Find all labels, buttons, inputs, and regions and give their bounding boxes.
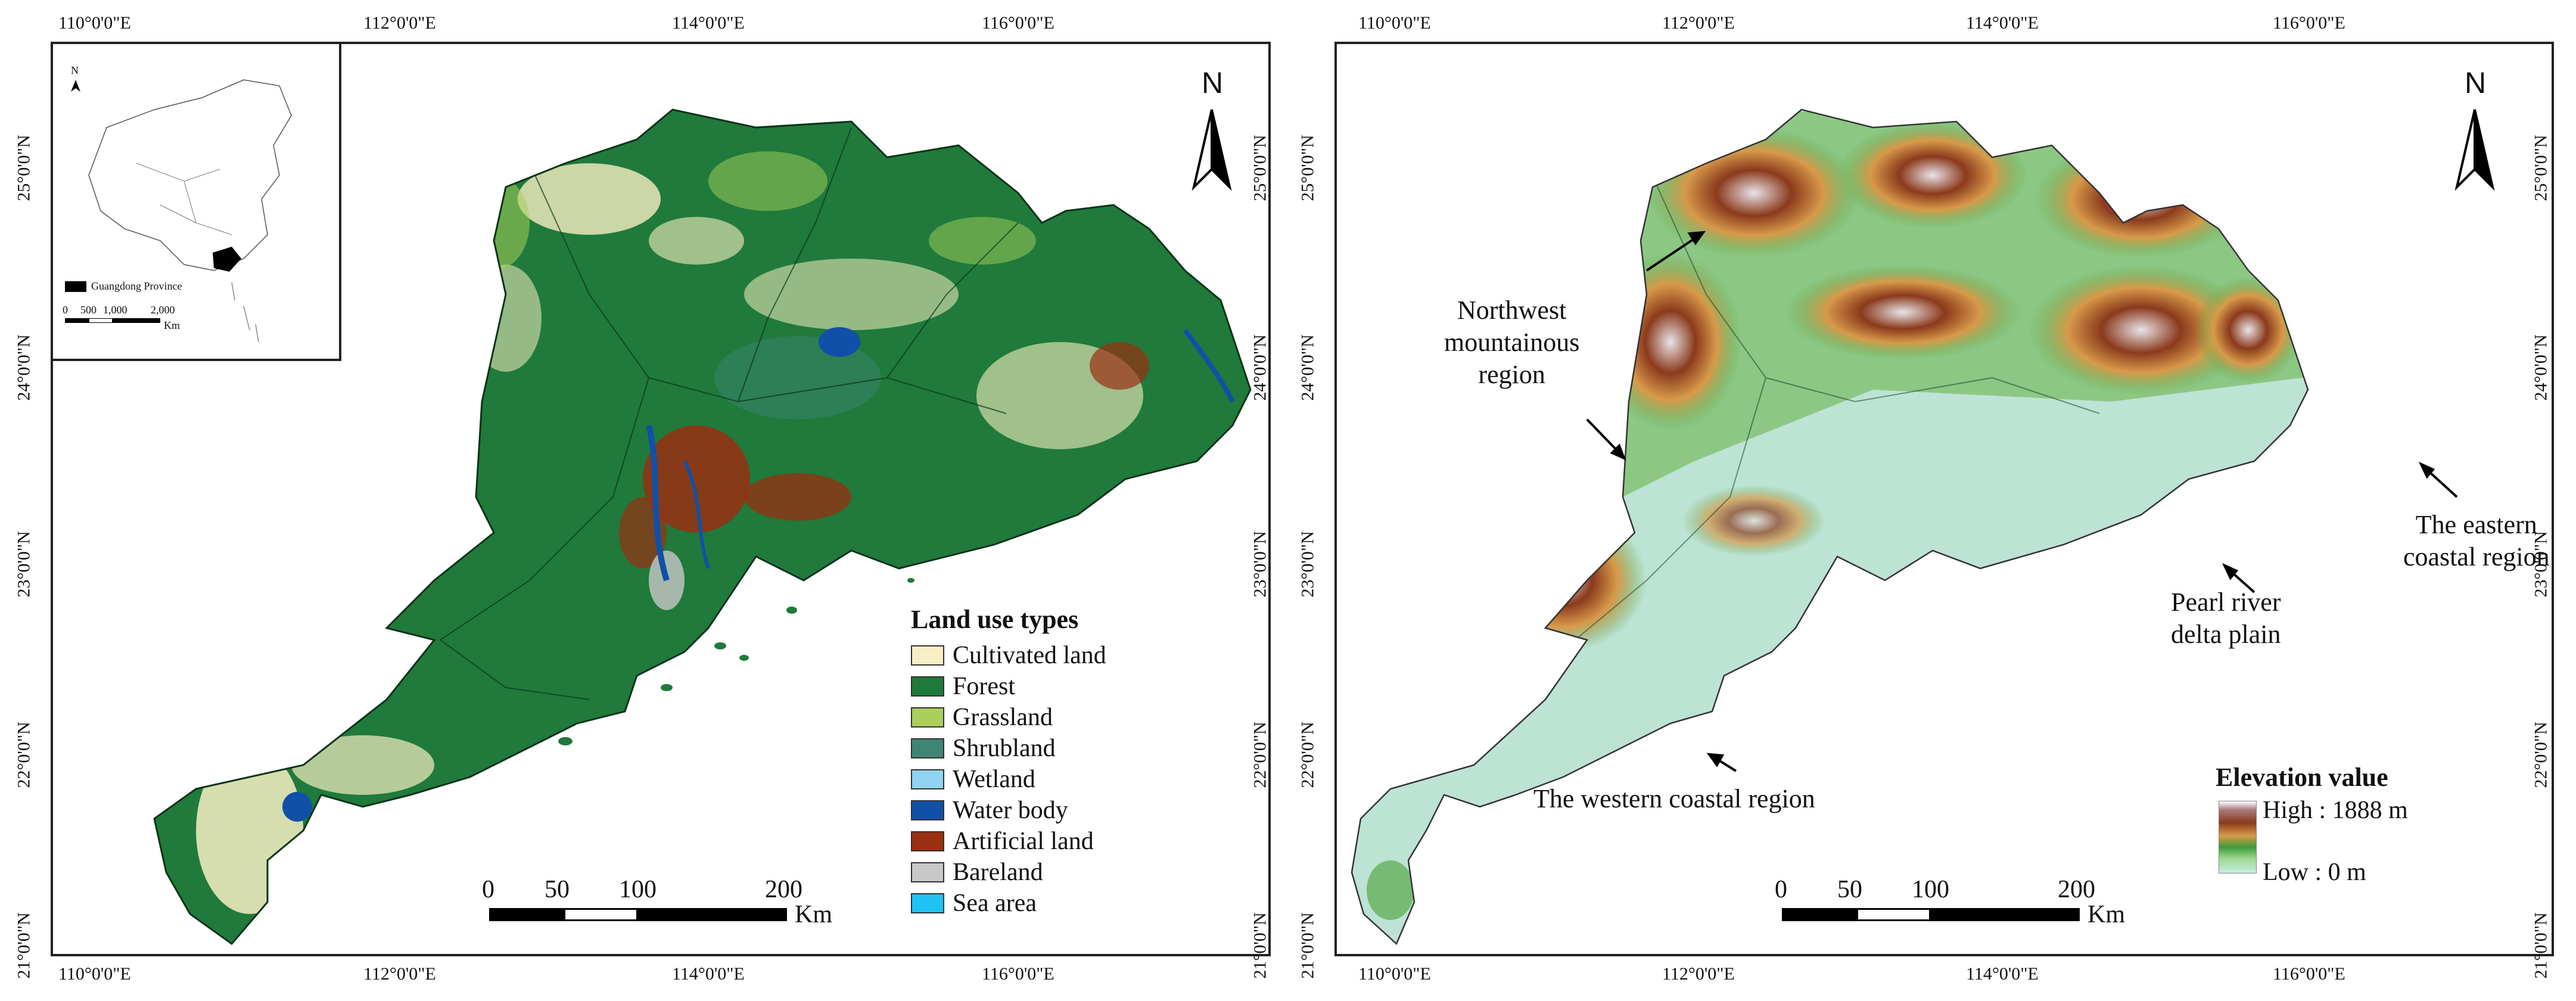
legend-item-wetland: Wetland xyxy=(911,765,1035,794)
scale-unit: Km xyxy=(2087,901,2125,928)
lon-label-top: 116°0'0"E xyxy=(2273,13,2345,33)
lon-label-bottom: 110°0'0"E xyxy=(58,964,131,984)
legend-swatch xyxy=(911,707,944,728)
lat-label-left: 25°0'0"N xyxy=(14,135,34,201)
lat-label-right: 25°0'0"N xyxy=(2531,135,2551,201)
scale-tick-50: 50 xyxy=(1837,876,1862,903)
lat-label-left: 23°0'0"N xyxy=(1298,531,1318,598)
lat-label-left: 21°0'0"N xyxy=(1298,912,1318,979)
lon-label-bottom: 114°0'0"E xyxy=(672,964,745,984)
scale-tick-100: 100 xyxy=(1912,876,1949,903)
legend-item-artificial-land: Artificial land xyxy=(911,827,1094,856)
inset-scale-unit: Km xyxy=(164,319,180,331)
lat-label-right: 25°0'0"N xyxy=(1250,135,1270,201)
lat-label-left: 24°0'0"N xyxy=(1298,334,1318,401)
elevation-map-panel: N Northwest mountainous region The easte… xyxy=(1298,0,2576,1001)
inset-north-arrow-icon xyxy=(71,80,80,92)
lon-label-bottom: 114°0'0"E xyxy=(1966,964,2039,984)
region-label-pearl-river: Pearl river delta plain xyxy=(2171,587,2281,649)
inset-north-label: N xyxy=(71,64,79,76)
inset-legend-swatch xyxy=(65,281,86,292)
annotation-arrows xyxy=(1586,231,2458,772)
inset-scale-tick-2000: 2,000 xyxy=(151,304,175,316)
inset-scale-tick-0: 0 xyxy=(63,304,68,316)
inset-legend-label: Guangdong Province xyxy=(91,280,182,292)
legend-item-sea-area: Sea area xyxy=(911,889,1037,918)
legend-high-label: High : 1888 m xyxy=(2263,797,2408,824)
scale-tick-50: 50 xyxy=(545,876,570,903)
land-use-map xyxy=(153,108,1252,946)
region-label-western: The western coastal region xyxy=(1533,784,1815,813)
legend-low-label: Low : 0 m xyxy=(2263,859,2366,886)
legend-title: Land use types xyxy=(911,605,1079,634)
lat-label-left: 24°0'0"N xyxy=(14,334,34,401)
north-arrow-icon xyxy=(2454,109,2495,191)
legend-item-forest: Forest xyxy=(911,672,1015,701)
lon-label-top: 114°0'0"E xyxy=(672,13,745,33)
lat-label-right: 21°0'0"N xyxy=(2531,912,2551,979)
inset-scale-tick-500: 500 xyxy=(80,304,97,316)
lat-label-right: 22°0'0"N xyxy=(2531,722,2551,788)
map-frame: N Northwest mountainous region The easte… xyxy=(1334,42,2554,956)
scale-unit: Km xyxy=(795,901,832,928)
lon-label-top: 114°0'0"E xyxy=(1966,13,2039,33)
lon-label-top: 112°0'0"E xyxy=(363,13,436,33)
lat-label-left: 21°0'0"N xyxy=(14,912,34,979)
lat-label-right: 24°0'0"N xyxy=(1250,334,1270,401)
map-frame: N Guangdong Province 0 500 1,000 2,000 K… xyxy=(51,42,1271,956)
lon-label-bottom: 110°0'0"E xyxy=(1358,964,1431,984)
legend-swatch xyxy=(911,800,944,820)
lat-label-left: 22°0'0"N xyxy=(14,722,34,788)
lat-label-right: 24°0'0"N xyxy=(2531,334,2551,401)
scale-tick-0: 0 xyxy=(482,876,494,903)
elevation-color-ramp xyxy=(2219,801,2257,873)
lon-label-bottom: 112°0'0"E xyxy=(363,964,436,984)
china-outline-map xyxy=(71,79,292,343)
guangdong-highlight xyxy=(213,247,241,272)
lon-label-top: 112°0'0"E xyxy=(1662,13,1735,33)
region-label-northwest: Northwest mountainous region xyxy=(1444,296,1580,389)
inset-map: N Guangdong Province 0 500 1,000 2,000 K… xyxy=(53,44,341,361)
elevation-map xyxy=(1351,108,2458,946)
legend-swatch xyxy=(911,676,944,697)
north-label: N xyxy=(1202,66,1224,100)
legend-item-bareland: Bareland xyxy=(911,858,1043,887)
scale-tick-100: 100 xyxy=(619,876,657,903)
legend-title: Elevation value xyxy=(2216,763,2388,792)
north-label: N xyxy=(2465,66,2487,100)
lat-label-right: 23°0'0"N xyxy=(1250,531,1270,598)
lat-label-left: 22°0'0"N xyxy=(1298,722,1318,788)
lon-label-bottom: 112°0'0"E xyxy=(1662,964,1735,984)
lat-label-left: 23°0'0"N xyxy=(14,531,34,598)
lon-label-bottom: 116°0'0"E xyxy=(982,964,1054,984)
legend-item-water-body: Water body xyxy=(911,796,1068,825)
legend-item-cultivated-land: Cultivated land xyxy=(911,641,1106,670)
lon-label-top: 116°0'0"E xyxy=(982,13,1054,33)
legend-item-shrubland: Shrubland xyxy=(911,734,1056,763)
inset-scale-tick-1000: 1,000 xyxy=(103,304,127,316)
lat-label-right: 21°0'0"N xyxy=(1250,912,1270,979)
legend-swatch xyxy=(911,645,944,666)
lat-label-right: 22°0'0"N xyxy=(1250,722,1270,788)
lat-label-left: 25°0'0"N xyxy=(1298,135,1318,201)
lat-label-right: 23°0'0"N xyxy=(2531,531,2551,598)
inset-scale-bar xyxy=(65,318,160,323)
province-outline xyxy=(153,108,1252,946)
legend-item-grassland: Grassland xyxy=(911,703,1053,732)
legend-swatch xyxy=(911,738,944,758)
region-label-eastern: The eastern coastal region xyxy=(2403,510,2550,571)
land-use-map-panel: N Guangdong Province 0 500 1,000 2,000 K… xyxy=(0,0,1281,1001)
scale-tick-200: 200 xyxy=(2058,876,2095,903)
legend-swatch xyxy=(911,769,944,789)
north-arrow-icon xyxy=(1191,109,1232,191)
scale-tick-0: 0 xyxy=(1775,876,1787,903)
legend-swatch xyxy=(911,893,944,913)
scale-tick-200: 200 xyxy=(765,876,802,903)
legend-swatch xyxy=(911,831,944,851)
province-outline xyxy=(1351,108,2309,946)
lon-label-top: 110°0'0"E xyxy=(58,13,131,33)
lon-label-top: 110°0'0"E xyxy=(1358,13,1431,33)
legend-swatch xyxy=(911,862,944,882)
lon-label-bottom: 116°0'0"E xyxy=(2273,964,2345,984)
